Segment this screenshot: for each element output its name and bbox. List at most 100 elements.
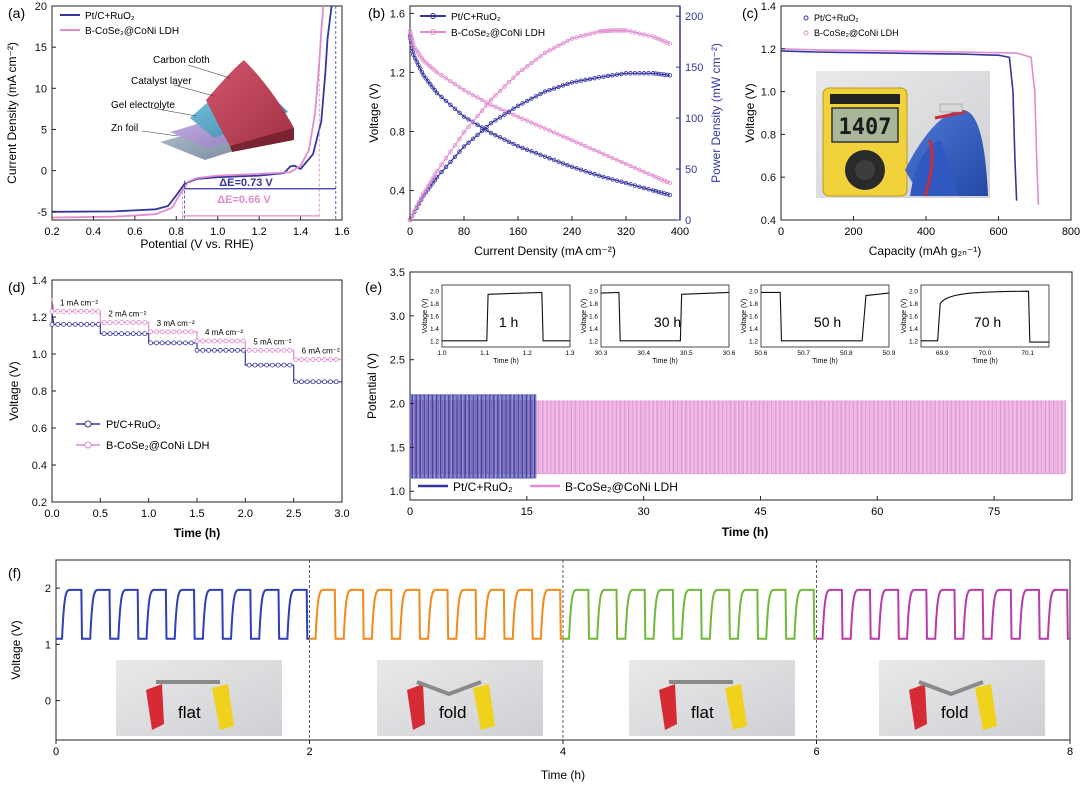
point-curve-pt-c-ruo-power xyxy=(664,72,670,78)
y-axis-e-tick-label: 2.5 xyxy=(390,355,405,367)
red-clip xyxy=(407,684,425,730)
point-curve-pt-c-ruo- xyxy=(656,189,661,195)
photo-fold-2: fold xyxy=(377,660,543,736)
step-label-5: 5 mA cm⁻² xyxy=(253,337,291,346)
inset-label-carbon-cloth: Carbon cloth xyxy=(153,55,210,66)
y-axis-b-tick-label: 1.2 xyxy=(390,67,405,79)
y-axis-a-tick-label: 15 xyxy=(35,42,47,54)
point-curve-b-cose-coni-ldh-power xyxy=(432,172,437,178)
point-curve-pt-c-ruo-power xyxy=(632,71,638,76)
inset-x-tick-label: 1.2 xyxy=(523,350,532,357)
inset-label-zn-foil: Zn foil xyxy=(111,123,138,134)
point-curve-b-cose-coni-ldh-power xyxy=(617,28,622,33)
point-curve-b-cose-coni-ldh-power xyxy=(637,31,642,36)
x-axis-c-tick-label: 200 xyxy=(844,226,862,238)
point-curve-b-cose-coni-ldh xyxy=(448,79,453,84)
inset-y-tick-label: 1.4 xyxy=(589,326,598,333)
point-curve-bcose-d xyxy=(72,309,78,314)
point-curve-ptc-d xyxy=(252,362,258,368)
point-curve-ptc-d xyxy=(142,331,148,337)
y-axis-label-f: Voltage (V) xyxy=(9,620,23,679)
point-curve-pt-c-ruo-power xyxy=(583,77,588,83)
point-curve-ptc-d xyxy=(304,379,310,385)
point-curve-b-cose-coni-ldh-power xyxy=(596,29,602,34)
point-curve-b-cose-coni-ldh xyxy=(493,104,498,110)
point-curve-ptc-d xyxy=(101,331,107,337)
inset-x-tick-label: 1.3 xyxy=(565,350,574,357)
point-curve-bcose-d xyxy=(298,357,304,362)
point-curve-ptc-d xyxy=(327,379,333,385)
point-curve-pt-c-ruo-power xyxy=(470,136,476,142)
point-curve-ptc-d xyxy=(49,321,55,327)
carbon-cloth-layer xyxy=(206,60,294,146)
point-curve-b-cose-coni-ldh-power xyxy=(434,168,440,174)
point-curve-pt-c-ruo-power xyxy=(515,103,521,109)
panel-label-a: (a) xyxy=(8,5,25,21)
panel-label-c: (c) xyxy=(742,5,758,21)
x-axis-d-tick-label: 2.0 xyxy=(238,508,253,520)
point-curve-bcose-d xyxy=(217,338,223,344)
inset-x-tick-label: 50.7 xyxy=(797,350,810,357)
point-curve-pt-c-ruo-power xyxy=(628,71,633,76)
x-axis-b-tick-label: 160 xyxy=(509,226,527,238)
point-curve-pt-c-ruo- xyxy=(419,69,425,75)
legend-bcose-b: B-CoSe₂@CoNi LDH xyxy=(451,28,545,39)
point-curve-b-cose-coni-ldh xyxy=(443,76,449,81)
x-axis-d-tick-label: 1.5 xyxy=(189,508,204,520)
point-curve-b-cose-coni-ldh-power xyxy=(428,180,433,185)
point-curve-b-cose-coni-ldh xyxy=(587,145,593,151)
point-curve-ptc-d xyxy=(78,321,84,327)
x-axis-e-tick-label: 45 xyxy=(754,506,766,518)
point-curve-ptc-d xyxy=(153,340,159,346)
point-curve-pt-c-ruo-power xyxy=(646,71,651,76)
point-curve-b-cose-coni-ldh-power xyxy=(414,204,419,209)
point-curve-pt-c-ruo- xyxy=(502,137,507,142)
inset-label-gel-electrolyte: Gel electrolyte xyxy=(111,100,175,111)
point-curve-b-cose-coni-ldh xyxy=(466,90,471,95)
point-curve-pt-c-ruo- xyxy=(650,188,656,193)
point-curve-b-cose-coni-ldh xyxy=(619,159,624,165)
point-curve-pt-c-ruo- xyxy=(667,192,673,198)
point-curve-b-cose-coni-ldh-power xyxy=(587,31,593,37)
x-axis-e-tick-label: 0 xyxy=(407,506,413,518)
point-curve-ptc-d xyxy=(171,340,177,346)
point-curve-pt-c-ruo-power xyxy=(641,71,647,76)
y-axis-label-c: Voltage (V) xyxy=(743,83,757,142)
y-axis-d-tick-label: 1.0 xyxy=(32,349,47,361)
y-axis-d-tick-label: 0.6 xyxy=(32,423,47,435)
curve-ptc-c xyxy=(780,50,1018,201)
point-curve-pt-c-ruo- xyxy=(583,169,588,174)
point-curve-ptc-d xyxy=(125,331,130,337)
y-axis-d-tick-label: 1.2 xyxy=(32,312,47,324)
inset-x-tick-label: 70.0 xyxy=(979,350,992,357)
inset-label-catalyst-layer: Catalyst layer xyxy=(131,76,192,87)
point-curve-b-cose-coni-ldh xyxy=(470,92,476,98)
point-curve-b-cose-coni-ldh xyxy=(547,128,552,133)
point-curve-bcose-d xyxy=(310,357,316,362)
point-curve-pt-c-ruo- xyxy=(601,174,606,180)
point-curve-b-cose-coni-ldh-power xyxy=(412,208,417,214)
x-axis-d-tick-label: 3.0 xyxy=(334,508,349,520)
y-axis-label-e: Potential (V) xyxy=(365,353,379,419)
point-curve-bcose-d xyxy=(240,338,246,344)
x-axis-b-tick-label: 240 xyxy=(563,226,581,238)
point-curve-pt-c-ruo-power xyxy=(656,71,661,77)
inset-x-tick-label: 69.9 xyxy=(936,350,949,357)
delta-e-annotations: ΔE=0.73 V ΔE=0.66 V xyxy=(182,6,337,220)
point-curve-ptc-d xyxy=(264,362,270,368)
point-curve-b-cose-coni-ldh-power xyxy=(502,84,507,89)
inset-x-tick-label: 30.3 xyxy=(595,350,608,357)
y-axis-a-tick-label: 5 xyxy=(41,124,47,136)
point-curve-pt-c-ruo-power xyxy=(596,75,602,80)
y-axis-c-tick-label: 0.8 xyxy=(761,129,776,141)
inset-time-label: 30 h xyxy=(654,314,681,330)
point-curve-ptc-d xyxy=(182,340,188,346)
point-curve-b-cose-coni-ldh-power xyxy=(569,36,575,41)
point-curve-b-cose-coni-ldh-power xyxy=(425,183,431,189)
point-curve-pt-c-ruo- xyxy=(511,141,516,147)
point-curve-b-cose-coni-ldh xyxy=(623,161,629,167)
panel-c: 0 200 400 600 800 0.4 0.6 0.8 1.0 1.2 1.4 (c) Capa… xyxy=(742,1,1080,258)
point-curve-pt-c-ruo- xyxy=(515,144,521,149)
point-curve-pt-c-ruo-power xyxy=(637,71,642,76)
y-axis-d-tick-label: 0.4 xyxy=(32,460,47,472)
